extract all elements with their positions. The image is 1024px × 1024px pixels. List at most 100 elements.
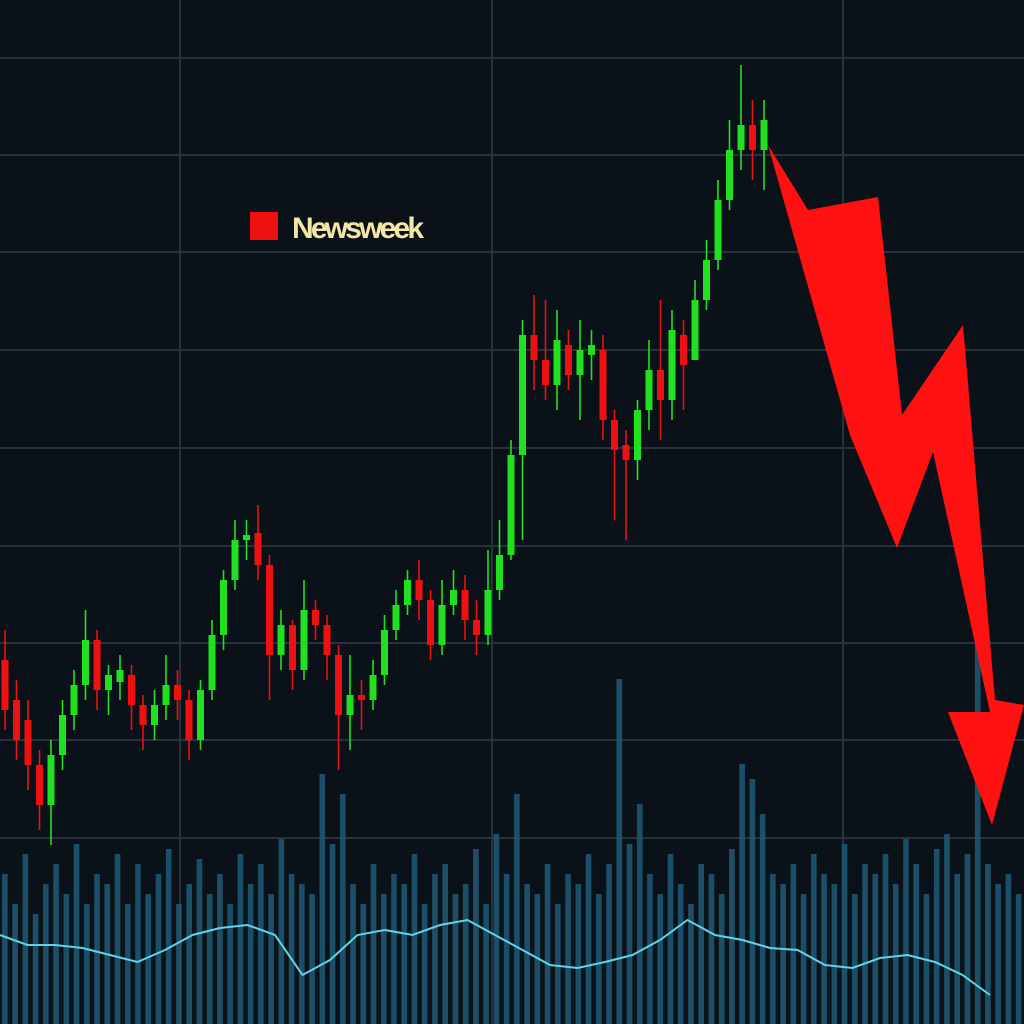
candle-body: [231, 540, 239, 580]
volume-bar: [903, 839, 909, 1024]
volume-bar: [688, 904, 694, 1024]
candle-body: [450, 590, 457, 605]
volume-bar: [421, 904, 428, 1024]
volume-bar: [22, 854, 29, 1024]
legend-label: Newsweek: [292, 212, 424, 245]
volume-bar: [729, 849, 735, 1024]
candle-body: [473, 620, 480, 635]
candle-body: [174, 685, 181, 700]
volume-bar: [442, 864, 448, 1024]
candle-body: [105, 675, 112, 690]
volume-bar: [247, 884, 254, 1024]
candle-body: [507, 455, 515, 555]
volume-bar: [237, 854, 244, 1024]
volume-bar: [32, 914, 39, 1024]
volume-bar: [749, 779, 756, 1024]
candle-body: [657, 370, 664, 400]
volume-bar: [872, 874, 879, 1024]
candle-body: [93, 640, 101, 690]
legend-swatch: [250, 212, 278, 240]
volume-bar: [462, 884, 469, 1024]
volume-bar: [514, 794, 520, 1024]
volume-bar: [811, 854, 817, 1024]
candle-body: [553, 340, 561, 385]
volume-bar: [145, 894, 152, 1024]
candle-body: [197, 690, 204, 740]
volume-bar: [595, 894, 602, 1024]
volume-bar: [1015, 894, 1022, 1024]
volume-bar: [370, 864, 377, 1024]
volume-bar: [555, 904, 561, 1024]
volume-bar: [626, 844, 633, 1024]
volume-bar: [985, 864, 991, 1024]
candle-body: [208, 635, 216, 690]
volume-bar: [759, 814, 766, 1024]
candle-body: [622, 445, 630, 460]
volume-bar: [933, 849, 940, 1024]
candle-body: [358, 695, 365, 700]
candle-body: [24, 720, 32, 765]
volume-bar: [2, 874, 8, 1024]
volume-bar: [94, 874, 100, 1024]
candle-body: [749, 125, 756, 150]
candle-body: [404, 580, 411, 605]
volume-bar: [493, 834, 500, 1024]
candle-body: [645, 370, 653, 410]
volume-bar: [43, 884, 49, 1024]
volume-bar: [73, 844, 80, 1024]
candle-body: [82, 640, 89, 685]
volume-bar: [698, 864, 704, 1024]
candle-body: [312, 610, 319, 625]
volume-bar: [339, 794, 346, 1024]
volume-bar: [12, 904, 18, 1024]
volume-bar: [278, 839, 285, 1024]
candle-body: [484, 590, 492, 635]
candle-body: [576, 350, 584, 375]
candle-body: [266, 565, 273, 655]
down-arrow: [768, 145, 1024, 825]
volume-bar: [892, 884, 899, 1024]
indicator: [0, 918, 991, 996]
candle-body: [760, 120, 768, 150]
volume-bar: [380, 894, 387, 1024]
candle-body: [323, 625, 331, 655]
candle-body: [243, 535, 250, 540]
volume-bar: [186, 884, 192, 1024]
volume-bar: [657, 894, 664, 1024]
volume-bar: [288, 874, 295, 1024]
volume-bar: [851, 894, 858, 1024]
volume-bar: [452, 894, 459, 1024]
candle-body: [277, 625, 285, 655]
volume-bar: [83, 904, 90, 1024]
volume-bar: [821, 874, 827, 1024]
candle-body: [461, 590, 469, 620]
volume-bar: [53, 864, 59, 1024]
candle-body: [588, 345, 595, 355]
candle-body: [542, 360, 549, 385]
volume-bar: [258, 864, 264, 1024]
candle-body: [726, 150, 733, 200]
candle-body: [599, 350, 607, 420]
volume-bar: [135, 864, 141, 1024]
volume-bar: [114, 854, 121, 1024]
volume-bar: [196, 859, 203, 1024]
candle-body: [392, 605, 400, 630]
candle-body: [415, 580, 423, 600]
volume-bar: [964, 854, 971, 1024]
volume-bar: [800, 894, 807, 1024]
candle-body: [116, 670, 124, 682]
volume-bar: [780, 884, 786, 1024]
volume-bar: [1005, 874, 1012, 1024]
volume-bar: [882, 854, 889, 1024]
candle-body: [634, 410, 641, 460]
candle-body: [1, 660, 9, 710]
volume-bars: [2, 579, 1022, 1024]
volume-bar: [268, 894, 274, 1024]
volume-bar: [974, 579, 981, 1024]
candle-body: [530, 335, 538, 360]
candle-body: [70, 685, 78, 715]
candles: [1, 65, 768, 845]
volume-bar: [636, 804, 643, 1024]
volume-bar: [862, 864, 868, 1024]
